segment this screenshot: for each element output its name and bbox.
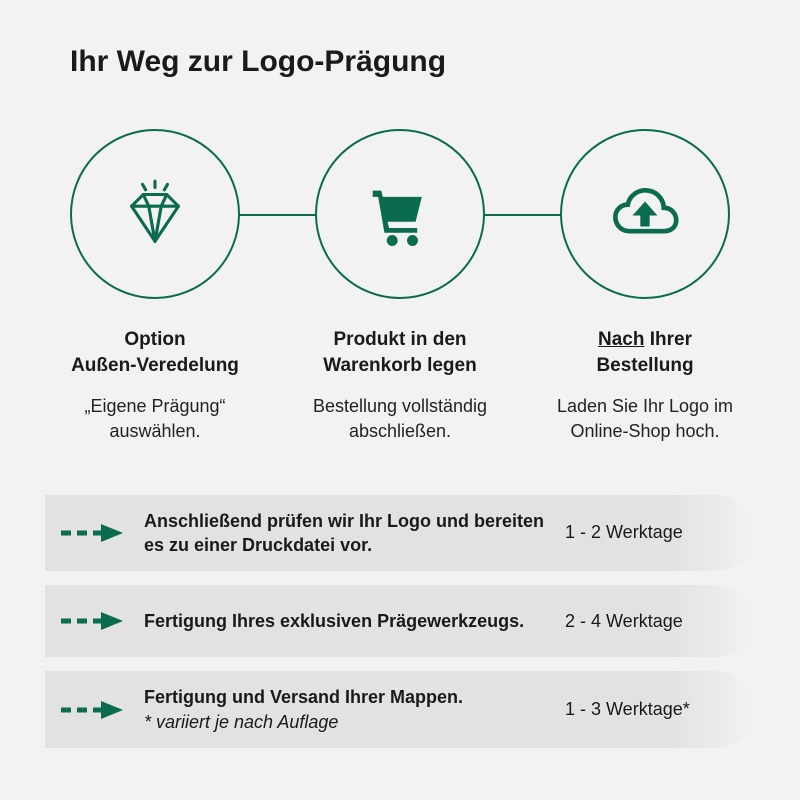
dashed-arrow-icon	[59, 610, 144, 632]
timeline-text: Fertigung und Versand Ihrer Mappen. * va…	[144, 685, 565, 734]
step-circle	[560, 129, 730, 299]
timeline-row: Fertigung Ihres exklusiven Prägewerkzeug…	[45, 585, 755, 657]
dashed-arrow-icon	[59, 699, 144, 721]
timeline-days: 1 - 3 Werktage*	[565, 699, 725, 720]
dashed-arrow-icon	[59, 522, 144, 544]
step-1: Option Außen-Veredelung „Eigene Prägung“…	[45, 129, 265, 445]
cloud-upload-icon	[606, 175, 684, 253]
steps-row: Option Außen-Veredelung „Eigene Prägung“…	[45, 129, 755, 445]
cart-icon	[361, 175, 439, 253]
page-title: Ihr Weg zur Logo-Prägung	[70, 45, 755, 79]
diamond-icon	[116, 175, 194, 253]
step-desc: „Eigene Prägung“ auswählen.	[45, 394, 265, 444]
step-circle	[70, 129, 240, 299]
step-desc: Laden Sie Ihr Logo im Online-Shop hoch.	[535, 394, 755, 444]
timeline-row: Fertigung und Versand Ihrer Mappen. * va…	[45, 671, 755, 748]
timeline-text: Fertigung Ihres exklusiven Prägewerkzeug…	[144, 609, 565, 633]
timeline-text: Anschließend prüfen wir Ihr Logo und ber…	[144, 509, 565, 558]
step-title: Produkt in den Warenkorb legen	[290, 327, 510, 378]
step-2: Produkt in den Warenkorb legen Bestellun…	[290, 129, 510, 445]
step-3: Nach Ihrer Bestellung Laden Sie Ihr Logo…	[535, 129, 755, 445]
timeline: Anschließend prüfen wir Ihr Logo und ber…	[45, 495, 755, 748]
timeline-days: 2 - 4 Werktage	[565, 611, 725, 632]
step-desc: Bestellung vollständig abschließen.	[290, 394, 510, 444]
step-title: Nach Ihrer Bestellung	[535, 327, 755, 378]
timeline-days: 1 - 2 Werktage	[565, 522, 725, 543]
step-circle	[315, 129, 485, 299]
timeline-row: Anschließend prüfen wir Ihr Logo und ber…	[45, 495, 755, 572]
timeline-note: * variiert je nach Auflage	[144, 712, 338, 732]
step-title: Option Außen-Veredelung	[45, 327, 265, 378]
